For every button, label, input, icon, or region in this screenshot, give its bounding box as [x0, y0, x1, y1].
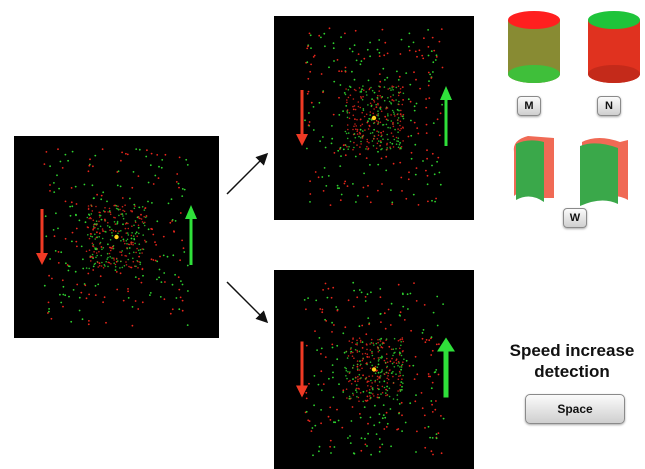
dot-field — [296, 281, 455, 457]
arrow-down-icon — [36, 209, 48, 265]
stimulus-panel-top — [274, 16, 474, 220]
arrow-down-icon — [296, 341, 308, 398]
stimulus-panel-bottom — [274, 270, 474, 469]
arrow-to-top-panel — [226, 152, 269, 195]
arrow-up-icon — [437, 337, 455, 398]
arrow-up-icon — [185, 205, 197, 265]
dot-field — [36, 148, 197, 327]
m-key-button[interactable]: M — [517, 96, 541, 116]
stimulus-panel-initial — [14, 136, 219, 338]
dot-field — [296, 27, 452, 207]
arrow-up-icon — [440, 86, 452, 146]
split-cylinder-halves-icon — [513, 136, 628, 206]
task-title: Speed increase detection — [509, 341, 635, 381]
fixation-point — [371, 367, 377, 372]
n-key-button[interactable]: N — [597, 96, 621, 116]
fixation-point — [114, 234, 119, 240]
space-key-button[interactable]: Space — [525, 394, 625, 424]
arrow-to-bottom-panel — [226, 281, 269, 324]
fixation-point — [371, 115, 377, 121]
w-key-button[interactable]: W — [563, 208, 587, 228]
cylinder-red-top-icon — [508, 11, 560, 83]
arrow-down-icon — [296, 90, 308, 146]
cylinder-green-top-icon — [588, 11, 640, 83]
